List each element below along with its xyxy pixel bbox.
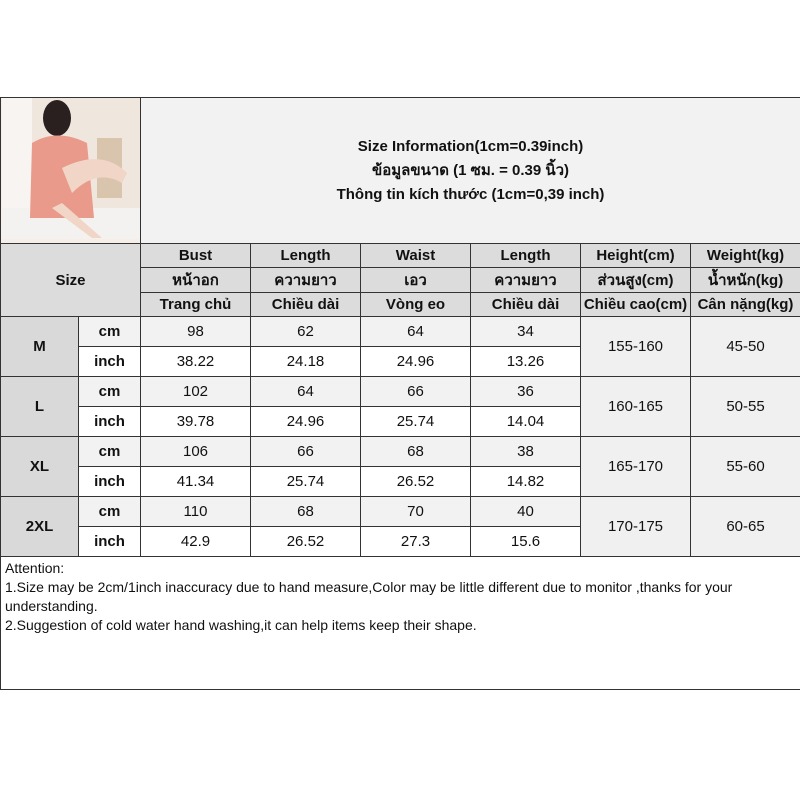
size-label: 2XL xyxy=(0,496,79,557)
inch-value: 14.04 xyxy=(470,406,581,437)
cm-value: 36 xyxy=(470,376,581,407)
unit-label: inch xyxy=(78,406,141,437)
model-photo-image xyxy=(1,98,140,239)
cm-value: 66 xyxy=(360,376,471,407)
size-row-inch: inch 38.22 24.18 24.96 13.26 xyxy=(1,346,800,377)
cm-value: 106 xyxy=(140,436,251,467)
col-header-vi: Chiều dài xyxy=(470,292,581,317)
height-range: 170-175 xyxy=(580,496,691,557)
unit-label: inch xyxy=(78,346,141,377)
size-row-cm: L cm 102 64 66 36 160-165 50-55 xyxy=(0,376,800,437)
col-header-th: ความยาว xyxy=(250,267,361,293)
title-vietnamese: Thông tin kích thước (1cm=0,39 inch) xyxy=(336,185,605,203)
cm-value: 68 xyxy=(250,496,361,527)
inch-value: 38.22 xyxy=(140,346,251,377)
inch-value: 26.52 xyxy=(360,466,471,497)
col-header-th: น้ำหนัก(kg) xyxy=(689,267,800,293)
size-chart-table: Size Information(1cm=0.39inch) ข้อมูลขนา… xyxy=(0,97,800,690)
unit-label: cm xyxy=(78,316,141,347)
cm-value: 64 xyxy=(360,316,471,347)
attention-note-2: 2.Suggestion of cold water hand washing,… xyxy=(5,617,477,633)
unit-label: inch xyxy=(78,526,141,557)
size-row-cm: XL cm 106 66 68 38 165-170 55-60 xyxy=(0,436,800,497)
inch-value: 26.52 xyxy=(250,526,361,557)
size-row-inch: inch 42.9 26.52 27.3 15.6 xyxy=(1,526,800,557)
size-header: Size xyxy=(0,243,141,317)
title-english: Size Information(1cm=0.39inch) xyxy=(357,137,584,155)
title-thai: ข้อมูลขนาด (1 ซม. = 0.39 นิ้ว) xyxy=(371,161,570,179)
weight-range: 60-65 xyxy=(689,496,800,557)
col-header-th: ความยาว xyxy=(470,267,581,293)
col-header-en: Weight(kg) xyxy=(689,243,800,268)
size-row-inch: inch 39.78 24.96 25.74 14.04 xyxy=(1,406,800,437)
unit-label: cm xyxy=(78,496,141,527)
col-header-th: เอว xyxy=(360,267,471,293)
inch-value: 25.74 xyxy=(250,466,361,497)
cm-value: 34 xyxy=(470,316,581,347)
size-info-title: Size Information(1cm=0.39inch) ข้อมูลขนา… xyxy=(139,97,800,244)
cm-value: 38 xyxy=(470,436,581,467)
cm-value: 66 xyxy=(250,436,361,467)
size-row-cm: 2XL cm 110 68 70 40 170-175 60-65 xyxy=(0,496,800,557)
attention-notes: Attention: 1.Size may be 2cm/1inch inacc… xyxy=(0,556,800,690)
inch-value: 24.96 xyxy=(250,406,361,437)
weight-range: 50-55 xyxy=(689,376,800,437)
cm-value: 102 xyxy=(140,376,251,407)
cm-value: 70 xyxy=(360,496,471,527)
inch-value: 39.78 xyxy=(140,406,251,437)
height-range: 160-165 xyxy=(580,376,691,437)
attention-note-1: 1.Size may be 2cm/1inch inaccuracy due t… xyxy=(5,579,733,614)
attention-heading: Attention: xyxy=(5,560,65,576)
col-header-vi: Cân nặng(kg) xyxy=(689,292,800,317)
col-header-en: Length xyxy=(470,243,581,268)
inch-value: 14.82 xyxy=(470,466,581,497)
size-label: L xyxy=(0,376,79,437)
height-range: 165-170 xyxy=(580,436,691,497)
unit-label: cm xyxy=(78,376,141,407)
inch-value: 27.3 xyxy=(360,526,471,557)
inch-value: 25.74 xyxy=(360,406,471,437)
col-header-th: หน้าอก xyxy=(140,267,251,293)
col-header-vi: Chiều dài xyxy=(250,292,361,317)
col-header-en: Height(cm) xyxy=(580,243,691,268)
col-header-vi: Vòng eo xyxy=(360,292,471,317)
cm-value: 110 xyxy=(140,496,251,527)
height-range: 155-160 xyxy=(580,316,691,377)
inch-value: 15.6 xyxy=(470,526,581,557)
col-header-th: ส่วนสูง(cm) xyxy=(580,267,691,293)
cm-value: 62 xyxy=(250,316,361,347)
cm-value: 98 xyxy=(140,316,251,347)
col-header-vi: Trang chủ xyxy=(140,292,251,317)
col-header-en: Length xyxy=(250,243,361,268)
product-photo xyxy=(0,97,141,244)
size-label: XL xyxy=(0,436,79,497)
cm-value: 64 xyxy=(250,376,361,407)
col-header-en: Waist xyxy=(360,243,471,268)
size-row-cm: M cm 98 62 64 34 155-160 45-50 xyxy=(0,316,800,377)
size-row-inch: inch 41.34 25.74 26.52 14.82 xyxy=(1,466,800,497)
inch-value: 24.96 xyxy=(360,346,471,377)
inch-value: 41.34 xyxy=(140,466,251,497)
inch-value: 24.18 xyxy=(250,346,361,377)
unit-label: inch xyxy=(78,466,141,497)
col-header-vi: Chiều cao(cm) xyxy=(580,292,691,317)
col-header-en: Bust xyxy=(140,243,251,268)
size-label: M xyxy=(0,316,79,377)
unit-label: cm xyxy=(78,436,141,467)
weight-range: 55-60 xyxy=(689,436,800,497)
cm-value: 40 xyxy=(470,496,581,527)
inch-value: 42.9 xyxy=(140,526,251,557)
inch-value: 13.26 xyxy=(470,346,581,377)
weight-range: 45-50 xyxy=(689,316,800,377)
cm-value: 68 xyxy=(360,436,471,467)
